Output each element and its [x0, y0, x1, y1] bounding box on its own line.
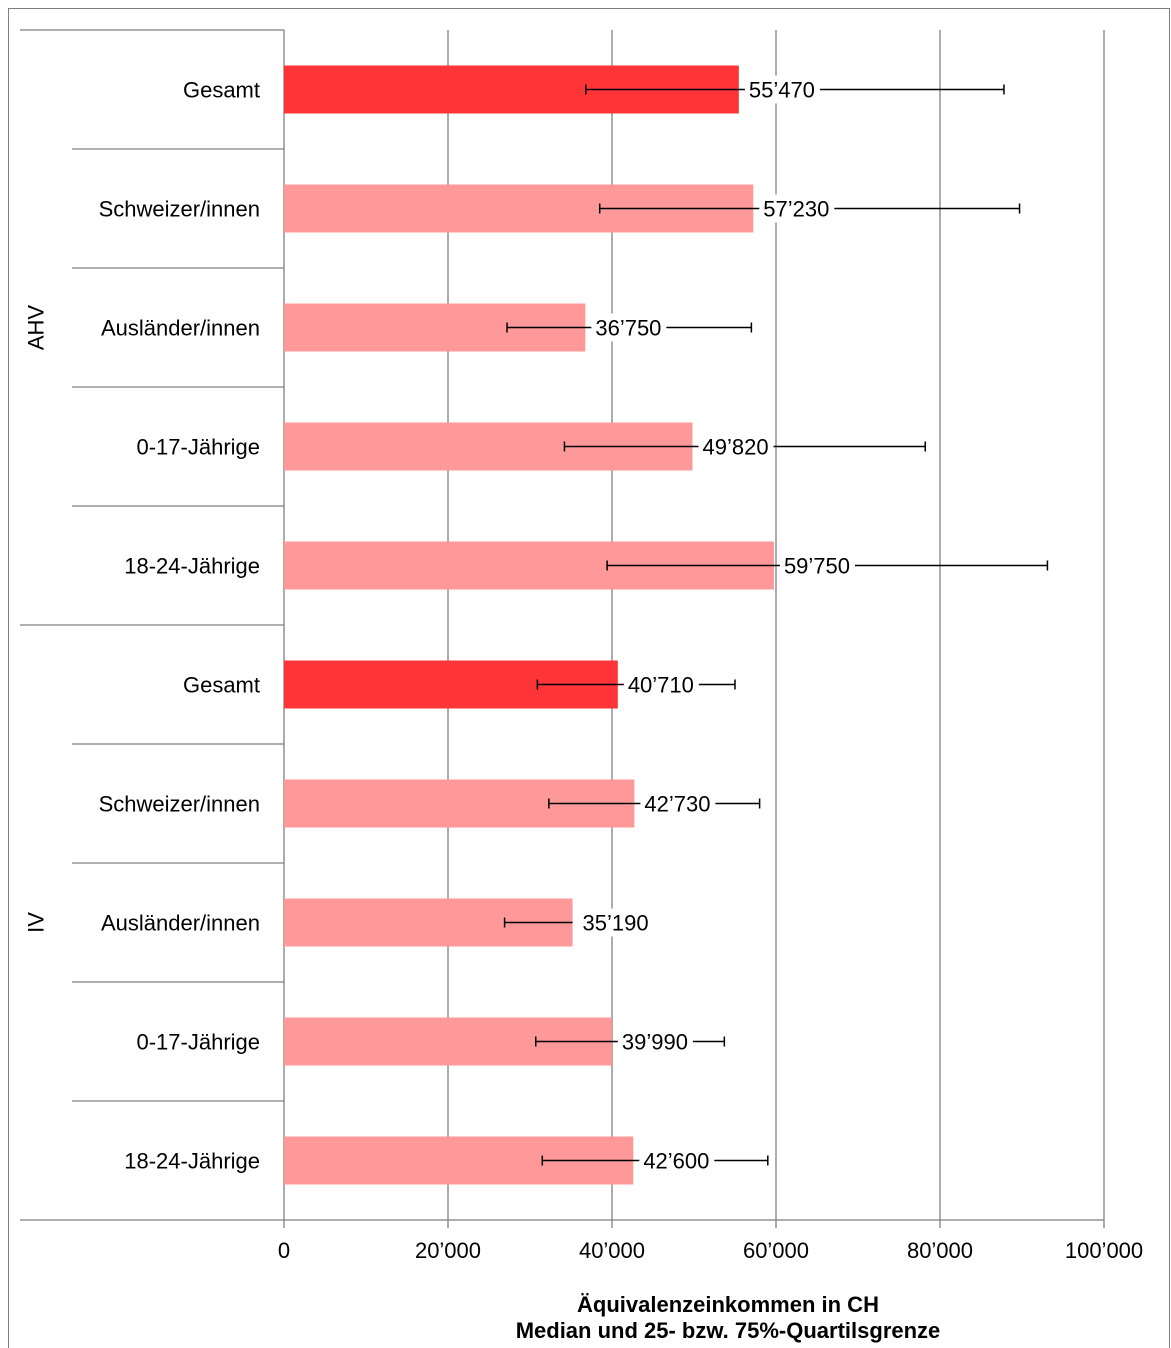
data-label-bg-ahv-4 [779, 551, 855, 580]
data-label-bg-iv-1 [640, 789, 716, 818]
x-tick-label-0: 0 [278, 1238, 290, 1263]
chart-frame [8, 8, 1170, 1348]
category-label-iv-3: 0-17-Jährige [136, 1030, 260, 1055]
data-label-bg-ahv-2 [591, 313, 667, 342]
data-label-bg-iv-3 [617, 1027, 693, 1056]
x-tick-label-5: 100’000 [1065, 1238, 1143, 1263]
data-label-ahv-0: 55’470 [749, 78, 815, 103]
data-label-ahv-1: 57’230 [763, 197, 829, 222]
data-label-bg-ahv-3 [698, 432, 774, 461]
category-label-ahv-4: 18-24-Jährige [124, 554, 260, 579]
category-label-ahv-3: 0-17-Jährige [136, 435, 260, 460]
category-label-iv-0: Gesamt [183, 673, 260, 698]
axis-layer: 0 20’000 40’000 60’000 80’000 100’000 [20, 29, 1143, 1263]
data-label-bg-ahv-0 [744, 75, 820, 104]
data-label-bg-iv-4 [639, 1146, 715, 1175]
x-axis-subtitle: Median und 25- bzw. 75%-Quartilsgrenze [516, 1318, 941, 1343]
category-label-ahv-2: Ausländer/innen [101, 316, 260, 341]
category-label-iv-4: 18-24-Jährige [124, 1149, 260, 1174]
data-label-bg-ahv-1 [759, 194, 835, 223]
category-label-iv-2: Ausländer/innen [101, 911, 260, 936]
data-label-ahv-4: 59’750 [784, 554, 850, 579]
x-tick-label-1: 20’000 [415, 1238, 481, 1263]
data-label-iv-0: 40’710 [628, 673, 694, 698]
data-label-bg-iv-2 [578, 908, 654, 937]
x-tick-label-3: 60’000 [743, 1238, 809, 1263]
category-label-ahv-1: Schweizer/innen [99, 197, 260, 222]
x-axis-title: Äquivalenzeinkommen in CH [577, 1292, 879, 1317]
labels-layer: AHV Gesamt 55’470 Schweizer/innen 57’230 Ausl… [24, 75, 855, 1175]
x-tick-label-2: 40’000 [579, 1238, 645, 1263]
group-label-iv: IV [24, 912, 49, 933]
category-label-ahv-0: Gesamt [183, 78, 260, 103]
category-label-iv-1: Schweizer/innen [99, 792, 260, 817]
data-label-iv-2: 35’190 [583, 911, 649, 936]
data-label-bg-iv-0 [623, 670, 699, 699]
group-label-ahv: AHV [24, 305, 49, 351]
data-label-iv-1: 42’730 [644, 792, 710, 817]
data-label-iv-3: 39’990 [622, 1030, 688, 1055]
bars-layer [284, 65, 1049, 1185]
data-label-iv-4: 42’600 [643, 1149, 709, 1174]
data-label-ahv-2: 36’750 [595, 316, 661, 341]
x-tick-label-4: 80’000 [907, 1238, 973, 1263]
data-label-ahv-3: 49’820 [703, 435, 769, 460]
